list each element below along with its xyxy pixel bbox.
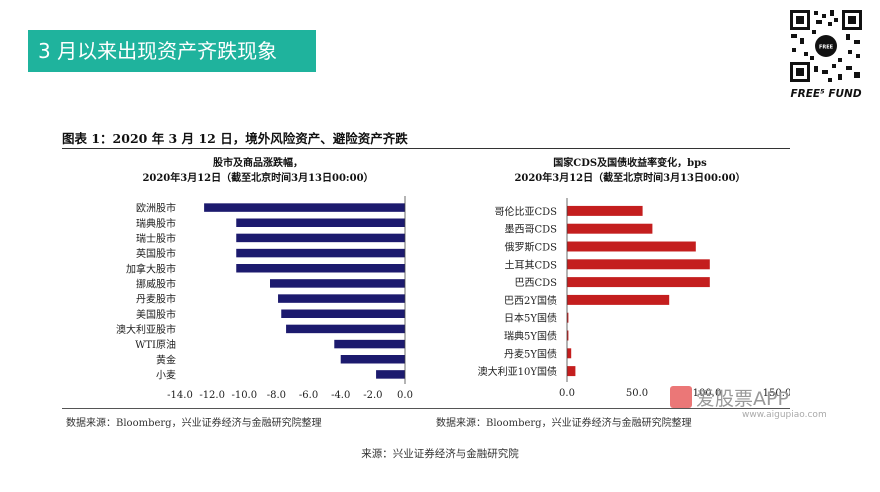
watermark-logo-icon — [670, 386, 692, 408]
right-x-tick-label: 150.0 — [763, 388, 790, 399]
right-bar-chart: 哥伦比亚CDS 墨西哥CDS 俄罗斯CDS 土耳其CDS 巴西CDS 巴西2Y国债日本5Y… — [478, 198, 790, 399]
left-bar — [270, 279, 405, 288]
right-source-note: 数据来源：Bloomberg，兴业证券经济与金融研究院整理 — [436, 418, 692, 429]
left-category-label: 小麦 — [156, 369, 176, 381]
right-bar — [567, 348, 572, 359]
left-x-tick-label: -2.0 — [363, 390, 382, 401]
right-category-label: 墨西哥CDS — [504, 224, 557, 236]
left-category-label: WTI原油 — [135, 338, 176, 351]
left-category-label: 瑞典股市 — [136, 217, 176, 230]
right-x-tick-label: 50.0 — [626, 388, 648, 399]
right-category-label: 土耳其CDS — [504, 258, 557, 271]
left-bar — [340, 355, 405, 364]
left-category-label: 澳大利亚股市 — [116, 323, 176, 336]
left-category-label: 瑞士股市 — [136, 232, 176, 245]
right-category-label: 瑞典5Y国债 — [504, 330, 557, 343]
left-bar — [286, 324, 405, 334]
left-category-label: 英国股市 — [136, 247, 176, 260]
left-bar — [334, 339, 405, 349]
left-x-tick-label: -8.0 — [267, 390, 286, 401]
left-bar — [236, 218, 405, 227]
left-chart-title: 股市及商品涨跌幅， 2020年3月12日（截至北京时间3月13日00:00） — [108, 156, 408, 186]
left-x-tick-label: -4.0 — [331, 390, 350, 401]
right-bar — [567, 277, 710, 288]
brand-logo: FREE⁵ FUND — [790, 88, 862, 100]
left-x-tick-label: -6.0 — [299, 390, 318, 401]
svg-text:FREE: FREE — [819, 45, 834, 51]
left-x-tick-label: -14.0 — [167, 390, 193, 401]
left-category-label: 挪威股市 — [136, 277, 176, 290]
right-bar — [567, 330, 569, 341]
right-chart-title-line2: 2020年3月12日（截至北京时间3月13日00:00） — [514, 173, 746, 184]
right-bar — [567, 366, 576, 377]
right-bar — [567, 259, 710, 270]
source-rule — [62, 408, 790, 409]
left-chart-title-line2: 2020年3月12日（截至北京时间3月13日00:00） — [142, 173, 374, 184]
right-bar — [567, 312, 569, 323]
figure-top-rule — [62, 148, 790, 149]
left-bar — [236, 264, 405, 273]
left-bar — [236, 248, 405, 258]
watermark-url: www.aigupiao.com — [742, 410, 827, 420]
left-bar — [376, 370, 405, 379]
right-category-label: 日本5Y国债 — [504, 312, 557, 325]
left-x-tick-label: -12.0 — [199, 390, 225, 401]
left-chart-title-line1: 股市及商品涨跌幅， — [213, 158, 303, 169]
right-chart-title-line1: 国家CDS及国债收益率变化，bps — [553, 158, 707, 169]
right-chart-title: 国家CDS及国债收益率变化，bps 2020年3月12日（截至北京时间3月13日… — [480, 156, 780, 186]
footer-source: 来源：兴业证券经济与金融研究院 — [361, 448, 519, 460]
left-category-label: 加拿大股市 — [126, 262, 176, 275]
right-bar — [567, 223, 653, 234]
right-category-label: 俄罗斯CDS — [504, 241, 557, 254]
right-category-label: 巴西2Y国债 — [504, 294, 557, 307]
figure-title: 图表 1：2020 年 3 月 12 日，境外风险资产、避险资产齐跌 — [62, 131, 408, 146]
right-category-label: 澳大利亚10Y国债 — [478, 365, 557, 378]
right-x-tick-label: 0.0 — [559, 388, 575, 399]
right-x-tick-label: 100.0 — [693, 388, 722, 399]
right-bar — [567, 294, 670, 305]
right-bar — [567, 241, 696, 252]
left-category-label: 欧洲股市 — [136, 202, 176, 215]
left-category-label: 黄金 — [156, 353, 176, 366]
right-category-label: 哥伦比亚CDS — [494, 205, 557, 218]
right-bar — [567, 205, 643, 216]
qr-code-icon: FREE — [788, 8, 864, 84]
left-x-tick-label: 0.0 — [397, 390, 413, 401]
left-bar — [278, 294, 405, 303]
left-bar — [204, 203, 405, 212]
slide-title: 3 月以来出现资产齐跌现象 — [28, 30, 316, 72]
left-bar — [281, 309, 405, 318]
right-category-label: 丹麦5Y国债 — [504, 347, 557, 360]
left-category-label: 美国股市 — [136, 308, 176, 321]
left-category-label: 丹麦股市 — [136, 293, 176, 306]
right-category-label: 巴西CDS — [514, 277, 557, 289]
left-source-note: 数据来源：Bloomberg，兴业证券经济与金融研究院整理 — [66, 418, 322, 429]
left-bar — [236, 233, 405, 243]
left-x-tick-label: -10.0 — [231, 390, 257, 401]
watermark-text: 爱股票APP — [696, 388, 789, 410]
